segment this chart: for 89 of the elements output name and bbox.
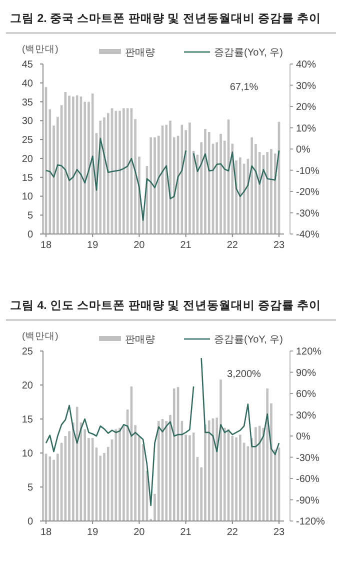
y-tick-label: 20 (22, 380, 34, 392)
y2-tick-label: -30% (296, 208, 320, 220)
bar (254, 427, 257, 521)
bar (91, 93, 94, 234)
y2-tick-label: -30% (296, 452, 320, 464)
bar (235, 437, 238, 521)
y-axis-title: (백만대) (22, 331, 58, 342)
y2-tick-label: -40% (296, 230, 320, 240)
y-tick-label: 15 (22, 414, 34, 426)
y2-tick-label: 90% (296, 368, 316, 379)
y2-tick-label: -90% (296, 495, 320, 506)
bar (208, 420, 210, 521)
bar (266, 152, 269, 234)
y2-tick-label: 10% (296, 123, 316, 134)
x-tick-label: 19 (87, 240, 99, 251)
bar (118, 428, 121, 521)
legend-label: 증감률(YoY, 우) (214, 334, 283, 346)
x-tick-label: 18 (40, 527, 52, 538)
bar (114, 429, 118, 521)
legend-label: 판매량 (125, 48, 155, 58)
bar (91, 438, 94, 521)
y2-tick-label: -10% (296, 166, 320, 177)
y2-tick-label: 0% (296, 432, 311, 442)
y2-tick-label: -120% (296, 516, 326, 528)
bar (122, 108, 125, 234)
annotation: 3,200% (227, 369, 262, 380)
bar (188, 435, 191, 521)
bar (72, 96, 74, 234)
y2-tick-label: 20% (296, 102, 316, 113)
legend-label: 판매량 (125, 334, 155, 346)
bar (169, 120, 172, 234)
bar (208, 132, 210, 234)
x-tick-label: 21 (180, 240, 192, 251)
bar (220, 134, 222, 234)
y-tick-label: 25 (22, 135, 34, 146)
bar (266, 388, 269, 521)
bar (220, 380, 222, 521)
x-tick-label: 20 (134, 527, 146, 538)
bar (114, 110, 118, 234)
y-tick-label: 5 (27, 210, 34, 222)
bar (239, 434, 242, 521)
bar (68, 96, 70, 234)
x-tick-label: 21 (180, 527, 192, 538)
bar (154, 137, 156, 234)
y-tick-label: 40 (22, 78, 34, 90)
y-tick-label: 0 (27, 516, 34, 528)
y-tick-label: 45 (22, 60, 34, 70)
y2-tick-label: 30% (296, 80, 316, 92)
y-tick-label: 30 (22, 116, 34, 128)
y2-tick-label: 40% (296, 60, 316, 70)
y-tick-label: 20 (22, 154, 34, 165)
x-tick-label: 18 (40, 240, 52, 251)
x-tick-label: 22 (226, 240, 238, 251)
x-tick-label: 20 (134, 240, 146, 251)
y-tick-label: 5 (27, 482, 34, 494)
x-tick-label: 19 (87, 527, 99, 538)
bar (204, 424, 206, 521)
y-tick-label: 25 (22, 346, 34, 358)
bar (204, 128, 206, 234)
y-tick-label: 15 (22, 172, 34, 184)
y2-tick-label: -20% (296, 187, 320, 198)
legend-label: 증감률(YoY, 우) (214, 48, 283, 58)
y-tick-label: 10 (22, 448, 34, 460)
bar (188, 122, 191, 234)
bar (103, 117, 106, 234)
bar (239, 157, 242, 234)
y2-tick-label: 120% (296, 346, 322, 358)
bar (118, 110, 121, 234)
y-tick-label: 10 (22, 192, 34, 203)
bar (172, 388, 176, 521)
x-tick-label: 23 (273, 527, 285, 538)
chart-title: 그림 4. 인도 스마트폰 판매량 및 전년동월대비 증감률 추이 (10, 299, 322, 312)
y2-tick-label: 30% (296, 410, 316, 422)
x-tick-label: 23 (273, 240, 285, 251)
bar (157, 421, 160, 521)
y-tick-label: 35 (22, 97, 34, 108)
bar (165, 124, 168, 234)
y-axis-title: (백만대) (22, 44, 58, 55)
bar (250, 137, 253, 234)
bar (270, 149, 272, 234)
y2-tick-label: 0% (296, 144, 311, 156)
y2-tick-label: -60% (296, 474, 320, 485)
annotation: 67,1% (230, 82, 258, 93)
chart-title: 그림 2. 중국 스마트폰 판매량 및 전년동월대비 증감률 추이 (10, 12, 322, 25)
x-tick-label: 22 (226, 527, 238, 538)
y-tick-label: 0 (27, 230, 34, 240)
bar (150, 137, 152, 234)
bar (48, 456, 52, 521)
y2-tick-label: 60% (296, 389, 316, 400)
